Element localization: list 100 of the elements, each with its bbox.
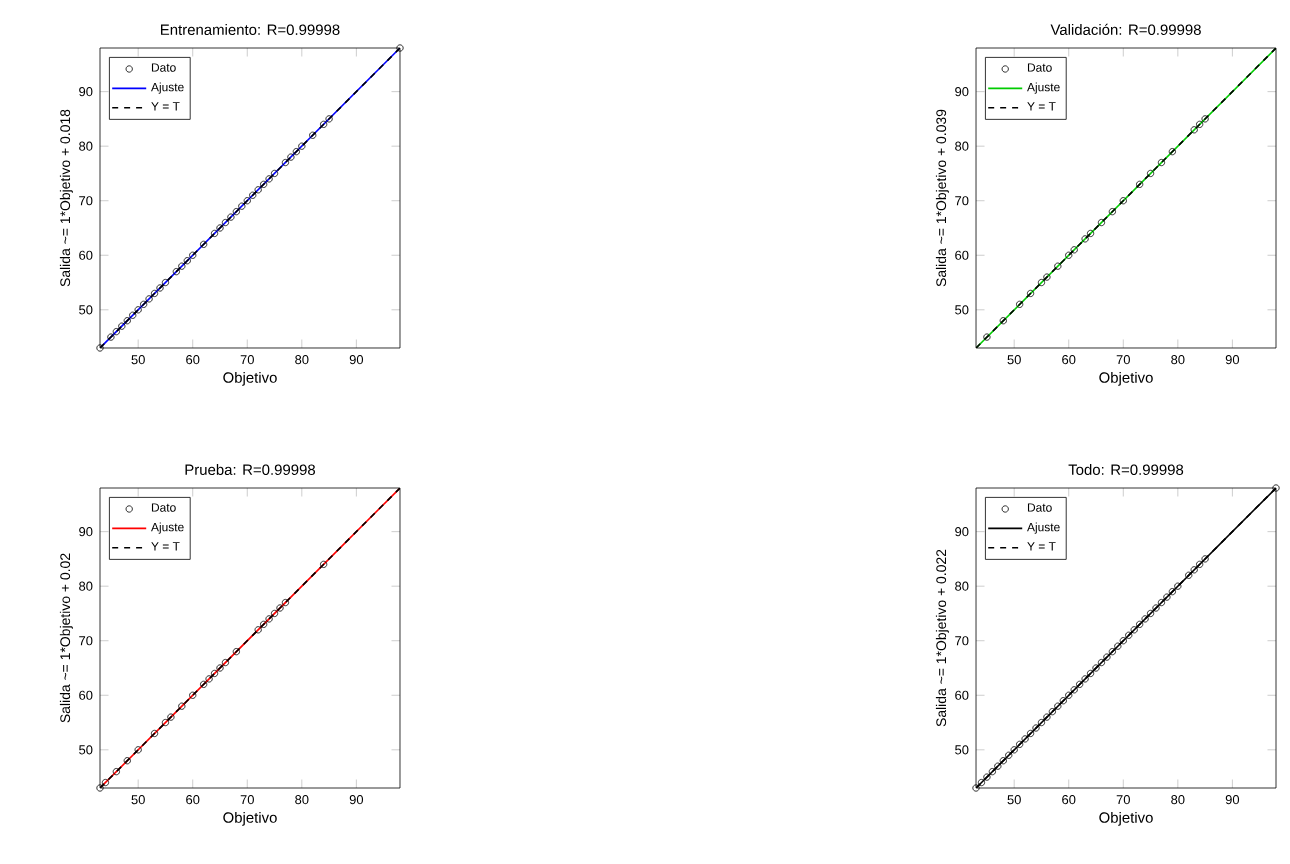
point bbox=[1108, 648, 1116, 656]
point bbox=[1076, 680, 1084, 688]
point bbox=[1097, 218, 1106, 227]
point bbox=[1016, 300, 1024, 308]
point bbox=[320, 560, 328, 568]
point bbox=[1136, 620, 1144, 628]
point bbox=[1185, 571, 1193, 579]
point bbox=[983, 773, 991, 781]
point bbox=[200, 240, 208, 248]
point bbox=[254, 186, 262, 194]
point bbox=[1196, 120, 1204, 128]
point bbox=[281, 598, 290, 607]
point bbox=[1026, 289, 1035, 298]
point bbox=[1054, 702, 1062, 710]
point bbox=[1125, 631, 1133, 639]
point bbox=[145, 295, 153, 303]
point bbox=[1021, 735, 1029, 743]
point bbox=[123, 757, 131, 765]
point bbox=[1081, 675, 1089, 683]
point bbox=[260, 620, 268, 628]
point bbox=[178, 702, 186, 710]
point bbox=[1141, 615, 1149, 623]
point bbox=[140, 300, 148, 308]
point bbox=[1059, 697, 1067, 705]
point bbox=[1146, 609, 1155, 618]
point bbox=[1016, 740, 1024, 748]
point bbox=[1070, 246, 1078, 254]
point bbox=[1081, 235, 1089, 243]
point bbox=[232, 208, 240, 216]
point bbox=[1065, 691, 1073, 699]
point bbox=[320, 120, 328, 128]
point bbox=[134, 746, 142, 754]
point bbox=[1174, 582, 1182, 590]
point bbox=[1092, 664, 1100, 672]
point bbox=[309, 131, 317, 139]
point bbox=[1114, 642, 1122, 650]
point bbox=[150, 729, 159, 738]
point bbox=[265, 615, 273, 623]
point bbox=[112, 328, 120, 336]
point bbox=[1168, 588, 1176, 596]
point bbox=[1146, 169, 1155, 178]
point bbox=[189, 691, 197, 699]
point bbox=[1043, 713, 1051, 721]
point bbox=[298, 142, 306, 150]
point bbox=[1065, 251, 1073, 259]
point bbox=[221, 658, 230, 667]
point bbox=[994, 762, 1002, 770]
point bbox=[1032, 724, 1040, 732]
point bbox=[1108, 208, 1116, 216]
point bbox=[254, 626, 262, 634]
point bbox=[1070, 686, 1078, 694]
point bbox=[270, 609, 279, 618]
point bbox=[243, 197, 251, 205]
point bbox=[216, 664, 224, 672]
point bbox=[983, 333, 991, 341]
point bbox=[999, 317, 1007, 325]
point bbox=[1196, 560, 1204, 568]
point bbox=[270, 169, 279, 178]
point bbox=[249, 191, 257, 199]
point bbox=[216, 224, 224, 232]
point bbox=[123, 317, 131, 325]
point bbox=[161, 718, 170, 727]
point bbox=[1168, 148, 1176, 156]
point bbox=[1097, 658, 1106, 667]
point bbox=[1010, 746, 1018, 754]
point bbox=[150, 289, 159, 298]
point bbox=[112, 768, 120, 776]
point bbox=[221, 218, 230, 227]
point bbox=[1043, 273, 1051, 281]
point bbox=[189, 251, 197, 259]
point bbox=[1130, 626, 1138, 634]
point bbox=[1086, 669, 1095, 678]
point bbox=[178, 262, 186, 270]
point bbox=[232, 648, 240, 656]
point bbox=[281, 158, 290, 167]
point bbox=[1190, 566, 1198, 574]
point bbox=[260, 180, 268, 188]
point bbox=[156, 284, 164, 292]
point bbox=[129, 311, 137, 319]
point bbox=[396, 44, 404, 52]
point bbox=[1026, 729, 1035, 738]
point bbox=[1163, 593, 1171, 601]
point bbox=[1119, 197, 1127, 205]
point bbox=[977, 778, 986, 787]
point bbox=[287, 153, 295, 161]
point bbox=[1005, 751, 1013, 759]
point bbox=[1037, 278, 1046, 287]
point bbox=[101, 778, 110, 787]
point bbox=[210, 669, 219, 678]
point bbox=[999, 757, 1007, 765]
point bbox=[1157, 158, 1166, 167]
point bbox=[1201, 115, 1209, 123]
point bbox=[1103, 653, 1111, 661]
point bbox=[1136, 180, 1144, 188]
point bbox=[227, 213, 235, 221]
point bbox=[1037, 718, 1046, 727]
point bbox=[1119, 637, 1127, 645]
point bbox=[238, 202, 246, 210]
point bbox=[210, 229, 219, 238]
point bbox=[325, 115, 333, 123]
